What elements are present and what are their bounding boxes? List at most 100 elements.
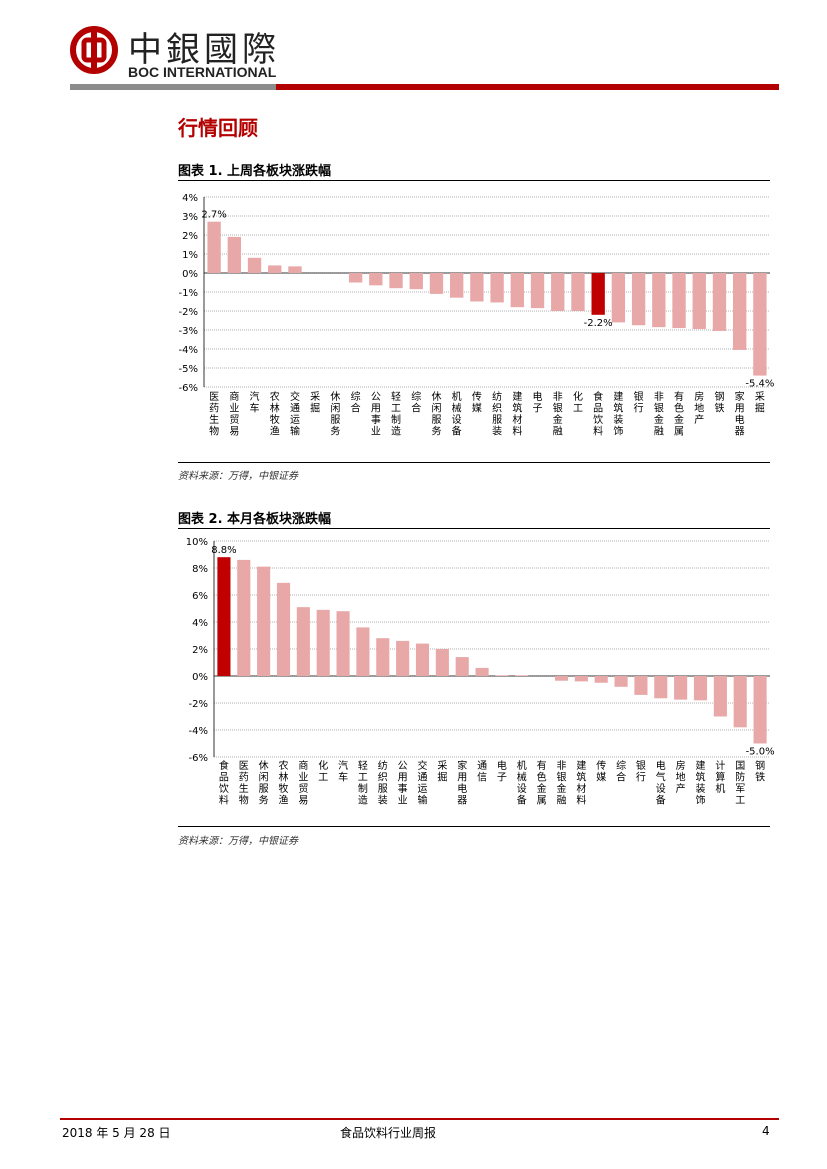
y-tick-label: 8% xyxy=(192,564,208,575)
category-label: 计 xyxy=(715,759,725,772)
category-label: 服 xyxy=(378,783,388,795)
y-tick-label: -1% xyxy=(179,288,198,299)
category-label: 牧 xyxy=(270,413,280,426)
y-tick-label: 3% xyxy=(182,212,198,223)
category-label: 传 xyxy=(472,391,482,403)
figure-1-chart: 4%3%2%1%0%-1%-2%-3%-4%-5%-6%医药生物商业贸易汽车农林… xyxy=(179,193,775,438)
category-label: 行 xyxy=(636,771,646,784)
figure-1-title: 图表 1. 上周各板块涨跌幅 xyxy=(178,164,332,179)
category-label: 务 xyxy=(431,425,441,438)
bar xyxy=(733,676,747,728)
category-label: 钢 xyxy=(714,390,724,403)
category-label: 机 xyxy=(452,390,462,403)
bar xyxy=(288,266,302,273)
category-label: 易 xyxy=(229,426,239,438)
bar xyxy=(450,273,464,298)
bar xyxy=(692,273,706,330)
category-label: 休 xyxy=(259,760,269,772)
category-label: 事 xyxy=(371,413,381,426)
bar xyxy=(389,273,403,289)
category-label: 通 xyxy=(477,760,487,772)
category-label: 交 xyxy=(418,759,428,772)
category-label: 造 xyxy=(358,794,368,807)
category-label: 商 xyxy=(298,759,308,772)
bar xyxy=(316,609,330,676)
category-label: 电 xyxy=(656,759,666,772)
category-label: 医 xyxy=(209,391,219,403)
category-label: 子 xyxy=(497,772,507,784)
category-label: 房 xyxy=(676,759,686,772)
category-label: 媒 xyxy=(472,403,482,415)
footer-date: 2018 年 5 月 28 日 xyxy=(62,1126,171,1140)
bar xyxy=(712,273,727,331)
category-label: 生 xyxy=(209,413,219,426)
logo-english-name: BOC INTERNATIONAL xyxy=(128,64,277,80)
category-label: 械 xyxy=(517,771,527,784)
category-label: 合 xyxy=(616,771,626,784)
bar xyxy=(571,273,585,311)
category-label: 综 xyxy=(616,759,626,772)
category-label: 合 xyxy=(411,402,421,415)
category-label: 气 xyxy=(656,771,666,784)
category-label: 装 xyxy=(613,413,623,426)
category-label: 银 xyxy=(636,759,646,772)
category-label: 电 xyxy=(533,390,543,403)
category-label: 备 xyxy=(452,425,462,438)
category-label: 林 xyxy=(279,771,289,784)
data-label: -5.0% xyxy=(746,747,775,758)
y-tick-label: 0% xyxy=(182,269,198,280)
page-number: 4 xyxy=(762,1124,770,1138)
category-label: 公 xyxy=(371,392,381,403)
category-label: 物 xyxy=(209,425,219,438)
category-label: 纺 xyxy=(378,759,388,772)
footer-rule xyxy=(60,1118,779,1120)
bar xyxy=(415,643,430,676)
category-label: 服 xyxy=(492,414,502,426)
category-label: 饰 xyxy=(613,425,623,438)
y-tick-label: -6% xyxy=(189,753,208,764)
category-label: 饰 xyxy=(696,794,706,807)
category-label: 金 xyxy=(553,413,563,426)
figure-2-title: 图表 2. 本月各板块涨跌幅 xyxy=(178,512,332,527)
category-label: 织 xyxy=(378,772,388,784)
category-label: 掘 xyxy=(437,771,447,784)
bar xyxy=(237,559,251,676)
category-label: 造 xyxy=(391,425,401,438)
bar xyxy=(455,657,469,676)
data-label: 8.8% xyxy=(211,545,236,556)
category-label: 闲 xyxy=(330,402,340,415)
category-label: 业 xyxy=(371,426,381,438)
category-label: 贸 xyxy=(229,414,239,426)
category-label: 融 xyxy=(654,426,664,438)
category-label: 媒 xyxy=(596,772,606,784)
bar xyxy=(217,557,231,676)
category-label: 服 xyxy=(259,783,269,795)
category-label: 服 xyxy=(431,414,441,426)
bar xyxy=(495,675,509,676)
category-label: 食 xyxy=(219,759,229,772)
category-label: 建 xyxy=(613,390,623,403)
figure-2-source: 资料来源：万得，中银证券 xyxy=(178,836,298,847)
category-label: 轻 xyxy=(358,759,368,772)
category-label: 综 xyxy=(351,390,361,403)
category-label: 银 xyxy=(557,771,567,784)
bar xyxy=(530,273,545,309)
category-label: 电 xyxy=(457,782,467,795)
bar xyxy=(574,676,588,682)
bar xyxy=(247,257,262,273)
category-label: 闲 xyxy=(431,402,441,415)
y-tick-label: -2% xyxy=(179,307,198,318)
category-label: 建 xyxy=(512,390,522,403)
category-label: 设 xyxy=(452,414,462,426)
category-label: 金 xyxy=(674,413,684,426)
bar xyxy=(713,676,727,717)
category-label: 渔 xyxy=(270,426,280,438)
category-label: 工 xyxy=(318,773,328,784)
category-label: 信 xyxy=(477,772,487,784)
category-label: 化 xyxy=(318,759,328,772)
category-label: 料 xyxy=(576,794,586,807)
category-label: 牧 xyxy=(279,782,289,795)
logo-chinese-name: 中銀國際 xyxy=(128,30,280,70)
category-label: 通 xyxy=(418,772,428,784)
